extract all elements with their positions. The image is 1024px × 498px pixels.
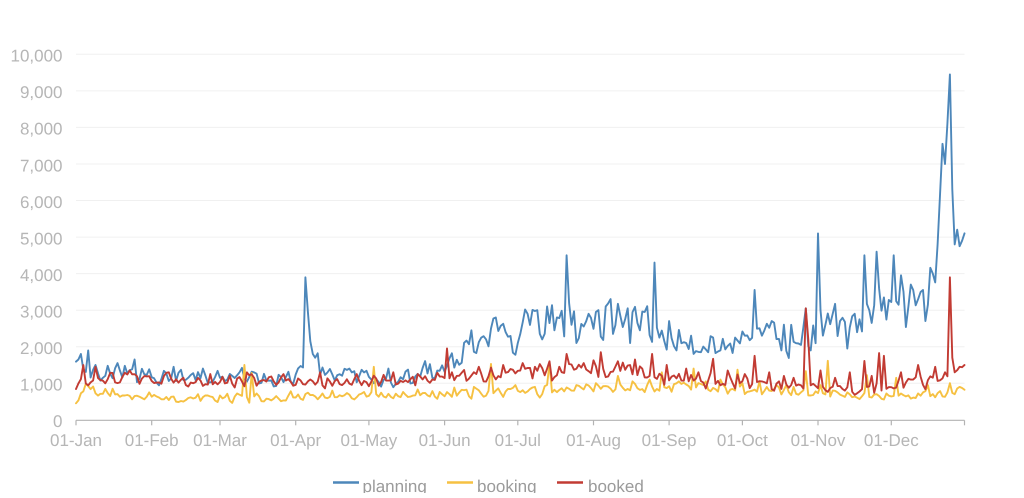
svg-text:booked: booked bbox=[588, 477, 644, 493]
svg-text:planning: planning bbox=[363, 477, 427, 493]
svg-text:01-Jan: 01-Jan bbox=[50, 431, 102, 450]
svg-text:01-Apr: 01-Apr bbox=[270, 431, 321, 450]
svg-text:01-Sep: 01-Sep bbox=[642, 431, 697, 450]
svg-text:1,000: 1,000 bbox=[20, 376, 63, 395]
svg-text:01-May: 01-May bbox=[341, 431, 398, 450]
svg-text:01-Dec: 01-Dec bbox=[864, 431, 919, 450]
svg-text:0: 0 bbox=[53, 412, 62, 431]
svg-text:8,000: 8,000 bbox=[20, 120, 63, 139]
svg-text:01-Jun: 01-Jun bbox=[419, 431, 471, 450]
svg-text:booking: booking bbox=[477, 477, 537, 493]
svg-text:9,000: 9,000 bbox=[20, 83, 63, 102]
svg-text:01-Oct: 01-Oct bbox=[717, 431, 768, 450]
svg-text:3,000: 3,000 bbox=[20, 303, 63, 322]
svg-text:6,000: 6,000 bbox=[20, 193, 63, 212]
svg-text:2,000: 2,000 bbox=[20, 339, 63, 358]
svg-text:01-Jul: 01-Jul bbox=[495, 431, 541, 450]
svg-text:01-Nov: 01-Nov bbox=[791, 431, 846, 450]
svg-text:4,000: 4,000 bbox=[20, 266, 63, 285]
svg-text:01-Mar: 01-Mar bbox=[193, 431, 247, 450]
svg-text:10,000: 10,000 bbox=[11, 47, 63, 66]
svg-text:01-Aug: 01-Aug bbox=[566, 431, 621, 450]
svg-text:5,000: 5,000 bbox=[20, 229, 63, 248]
svg-text:7,000: 7,000 bbox=[20, 156, 63, 175]
svg-text:01-Feb: 01-Feb bbox=[125, 431, 179, 450]
